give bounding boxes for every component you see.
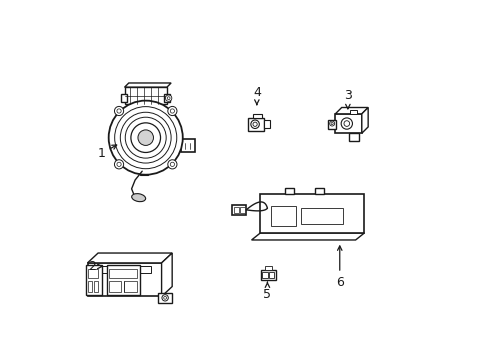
Circle shape bbox=[329, 121, 334, 126]
Circle shape bbox=[114, 107, 176, 169]
Bar bbox=[349, 109, 356, 114]
Circle shape bbox=[125, 117, 166, 158]
Polygon shape bbox=[251, 233, 364, 240]
Bar bbox=[107, 265, 140, 294]
Bar bbox=[314, 188, 323, 194]
Circle shape bbox=[167, 160, 177, 169]
Polygon shape bbox=[260, 194, 364, 233]
Circle shape bbox=[120, 112, 171, 163]
Bar bbox=[85, 265, 102, 294]
Text: 4: 4 bbox=[252, 86, 260, 105]
Ellipse shape bbox=[131, 194, 145, 202]
Bar bbox=[300, 208, 343, 224]
Bar bbox=[232, 205, 246, 215]
Circle shape bbox=[108, 101, 183, 175]
Bar bbox=[233, 207, 238, 213]
Polygon shape bbox=[87, 253, 172, 263]
Polygon shape bbox=[335, 108, 367, 114]
Bar bbox=[264, 266, 271, 270]
Circle shape bbox=[165, 95, 171, 101]
Bar bbox=[253, 114, 262, 118]
Bar bbox=[270, 207, 295, 226]
Polygon shape bbox=[124, 83, 171, 87]
Circle shape bbox=[114, 107, 123, 116]
Bar bbox=[240, 207, 244, 213]
Bar bbox=[108, 269, 136, 278]
Circle shape bbox=[114, 160, 123, 169]
Text: 3: 3 bbox=[343, 89, 351, 109]
Text: 6: 6 bbox=[335, 246, 343, 289]
Bar bbox=[158, 293, 172, 303]
Text: 5: 5 bbox=[263, 283, 271, 301]
Bar bbox=[88, 269, 98, 278]
Bar bbox=[262, 272, 267, 278]
Bar bbox=[268, 272, 274, 278]
Circle shape bbox=[250, 120, 259, 129]
Bar bbox=[87, 263, 161, 296]
Bar bbox=[247, 118, 264, 131]
Bar bbox=[181, 139, 195, 152]
Bar bbox=[348, 132, 358, 141]
Bar bbox=[88, 281, 92, 292]
Bar bbox=[335, 114, 361, 133]
Circle shape bbox=[138, 130, 153, 145]
Bar bbox=[261, 270, 275, 280]
Bar bbox=[164, 94, 170, 102]
Text: 1: 1 bbox=[98, 145, 117, 160]
Bar bbox=[124, 87, 166, 104]
Bar bbox=[126, 129, 165, 147]
Bar bbox=[123, 281, 136, 292]
Bar bbox=[140, 169, 148, 175]
Circle shape bbox=[341, 118, 352, 129]
Polygon shape bbox=[126, 123, 170, 129]
Bar bbox=[285, 188, 293, 194]
Circle shape bbox=[167, 107, 177, 116]
Polygon shape bbox=[361, 108, 367, 133]
Circle shape bbox=[131, 123, 160, 153]
Bar bbox=[108, 281, 121, 292]
Bar bbox=[93, 281, 98, 292]
Bar bbox=[327, 120, 335, 129]
Polygon shape bbox=[161, 253, 172, 296]
Bar bbox=[121, 94, 127, 102]
Bar bbox=[264, 120, 270, 128]
Circle shape bbox=[162, 294, 168, 301]
Text: 2: 2 bbox=[88, 260, 102, 273]
Bar bbox=[98, 266, 151, 274]
